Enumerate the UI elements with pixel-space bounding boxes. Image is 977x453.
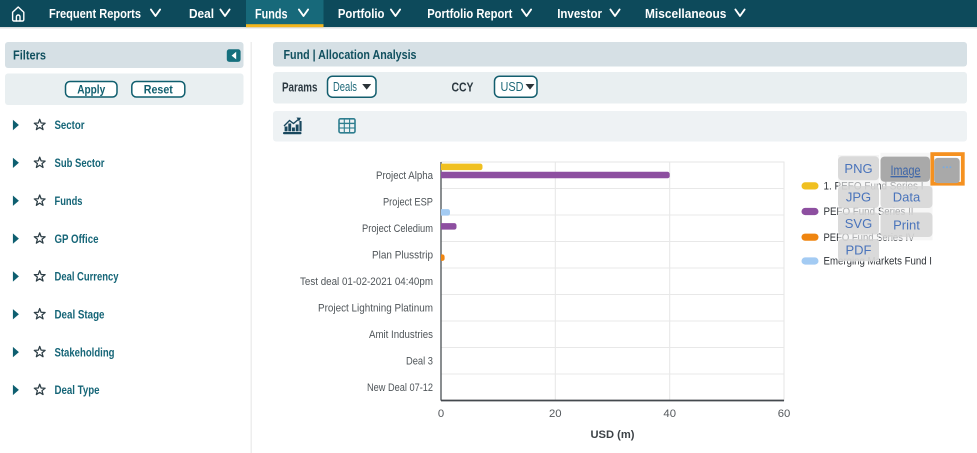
svg-text:Filters: Filters xyxy=(13,48,46,63)
svg-text:60: 60 xyxy=(778,408,791,420)
svg-text:Deal Currency: Deal Currency xyxy=(55,270,119,284)
svg-text:Reset: Reset xyxy=(144,83,173,97)
svg-text:40: 40 xyxy=(663,408,676,420)
svg-text:Portfolio: Portfolio xyxy=(338,6,385,21)
svg-text:Miscellaneous: Miscellaneous xyxy=(645,6,726,21)
svg-text:PDF: PDF xyxy=(846,243,872,258)
svg-text:Image: Image xyxy=(891,163,921,178)
svg-text:Fund | Allocation Analysis: Fund | Allocation Analysis xyxy=(284,48,417,62)
svg-text:Project Alpha: Project Alpha xyxy=(376,170,433,182)
svg-text:Project Celedium: Project Celedium xyxy=(362,223,433,235)
svg-text:Stakeholding: Stakeholding xyxy=(55,345,115,359)
svg-text:Funds: Funds xyxy=(255,6,288,21)
svg-text:0: 0 xyxy=(438,408,444,420)
svg-text:GP Office: GP Office xyxy=(55,232,99,246)
svg-text:Investor: Investor xyxy=(557,6,602,21)
svg-text:Project Lightning Platinum: Project Lightning Platinum xyxy=(318,303,433,315)
svg-text:Test deal 01-02-2021 04:40pm: Test deal 01-02-2021 04:40pm xyxy=(300,276,433,288)
svg-text:Data: Data xyxy=(893,190,921,205)
svg-text:Funds: Funds xyxy=(55,194,83,208)
svg-text:Deals: Deals xyxy=(333,80,357,94)
svg-text:Deal Type: Deal Type xyxy=(55,383,100,397)
svg-text:Sub Sector: Sub Sector xyxy=(55,156,105,170)
svg-text:PNG: PNG xyxy=(844,161,872,176)
svg-text:Print: Print xyxy=(893,217,920,232)
svg-text:USD: USD xyxy=(501,80,524,94)
svg-text:Deal 3: Deal 3 xyxy=(406,356,433,368)
svg-text:Project ESP: Project ESP xyxy=(383,197,433,209)
svg-text:20: 20 xyxy=(549,408,562,420)
svg-text:Params: Params xyxy=(282,81,318,95)
svg-text:CCY: CCY xyxy=(452,81,475,95)
svg-text:Plan Plusstrip: Plan Plusstrip xyxy=(372,250,433,262)
svg-text:Portfolio Report: Portfolio Report xyxy=(427,6,513,21)
svg-text:Amit Industries: Amit Industries xyxy=(369,329,434,341)
svg-text:Deal: Deal xyxy=(189,6,214,21)
svg-text:Deal Stage: Deal Stage xyxy=(55,307,105,321)
svg-text:Apply: Apply xyxy=(77,83,105,97)
svg-text:Frequent Reports: Frequent Reports xyxy=(49,6,141,21)
svg-text:USD (m): USD (m) xyxy=(591,429,635,441)
svg-text:New Deal 07-12: New Deal 07-12 xyxy=(367,382,433,394)
svg-text:Sector: Sector xyxy=(55,118,85,132)
svg-text:JPG: JPG xyxy=(846,190,871,205)
svg-text:SVG: SVG xyxy=(845,216,872,231)
